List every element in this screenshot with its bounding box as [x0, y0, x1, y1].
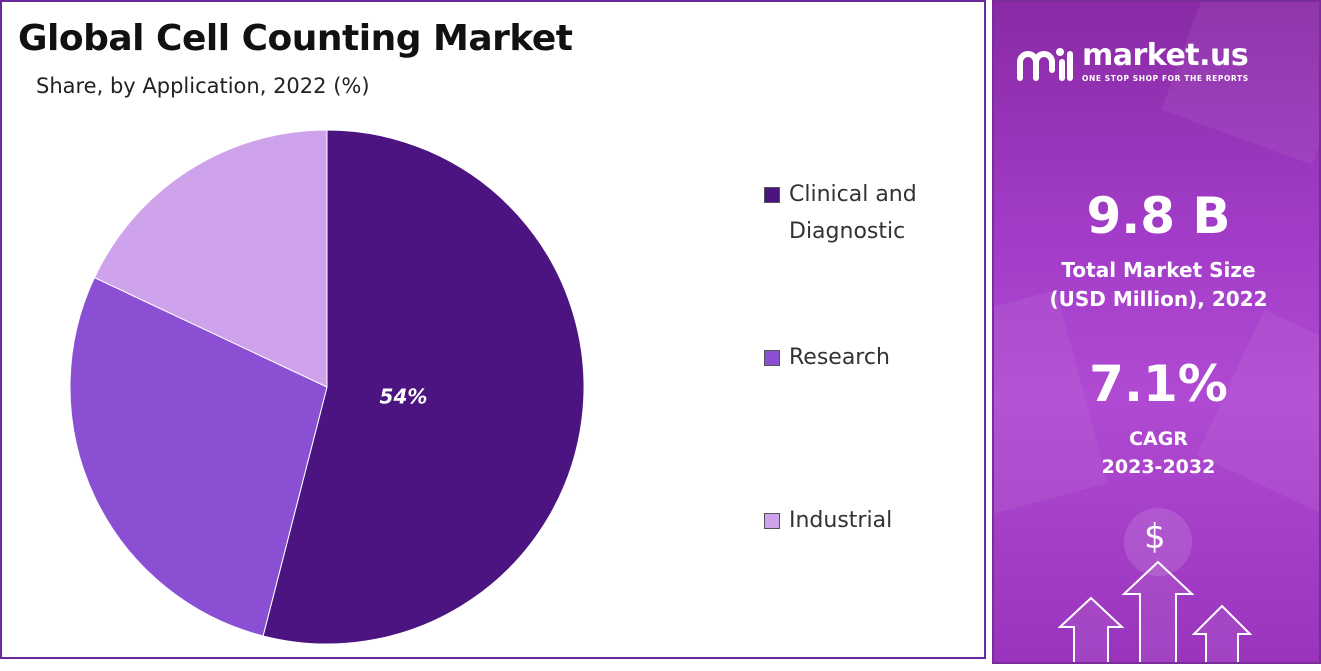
pie-chart: 54% — [69, 129, 585, 645]
market-us-logo-icon — [1017, 48, 1073, 81]
chart-subtitle: Share, by Application, 2022 (%) — [36, 74, 370, 98]
legend-item-industrial: Industrial — [764, 506, 984, 539]
pie-slice-industrial — [93, 129, 328, 388]
stats-panel: market.us ONE STOP SHOP FOR THE REPORTS … — [992, 0, 1321, 664]
cagr-value: 7.1% — [1089, 355, 1228, 413]
brand-name: market.us — [1082, 38, 1249, 73]
cagr-period: 2023-2032 — [1101, 456, 1216, 478]
chart-panel: Global Cell Counting Market Share, by Ap… — [0, 0, 986, 659]
legend-item-research: Research — [764, 343, 984, 376]
legend-label: Clinical and Diagnostic — [789, 182, 917, 244]
legend-item-clinical-and-diagnostic: Clinical and Diagnostic — [764, 180, 984, 250]
growth-arrows-icon — [1057, 508, 1253, 662]
pie-slice-research — [69, 276, 328, 637]
legend-swatch — [764, 187, 780, 203]
chart-title: Global Cell Counting Market — [18, 18, 573, 59]
cagr-label: CAGR — [1129, 428, 1188, 450]
dollar-icon: $ — [1144, 517, 1166, 557]
brand-tagline: ONE STOP SHOP FOR THE REPORTS — [1082, 74, 1249, 83]
market-size-label-line2: (USD Million), 2022 — [1049, 287, 1268, 311]
brand-logo: market.us ONE STOP SHOP FOR THE REPORTS — [1014, 40, 1249, 84]
market-size-label-line1: Total Market Size — [1061, 258, 1256, 282]
legend-label: Research — [789, 345, 890, 370]
market-size-value: 9.8 B — [1086, 187, 1231, 245]
legend-swatch — [764, 350, 780, 366]
pie-data-label: 54% — [380, 385, 428, 409]
legend-label: Industrial — [789, 508, 893, 533]
legend-swatch — [764, 513, 780, 529]
pie-slice-clinical-and-diagnostic — [262, 129, 585, 645]
